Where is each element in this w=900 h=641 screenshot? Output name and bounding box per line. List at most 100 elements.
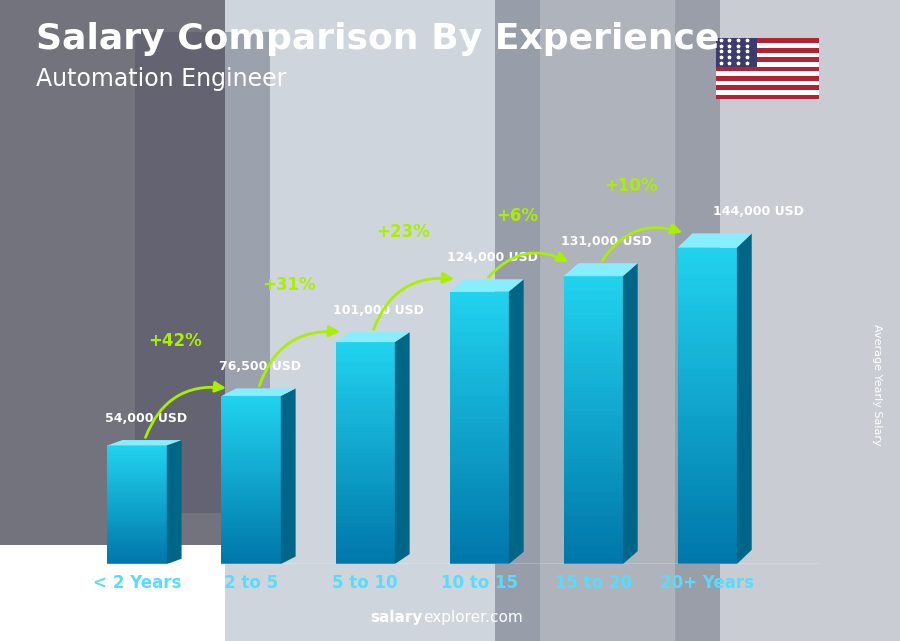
Bar <box>678 490 737 495</box>
Bar <box>450 337 508 342</box>
Bar <box>678 247 737 253</box>
Bar <box>678 279 737 285</box>
Bar <box>336 342 395 345</box>
Bar <box>107 509 166 511</box>
Bar <box>107 507 166 509</box>
Bar <box>0 0 225 545</box>
Bar <box>107 522 166 524</box>
Bar <box>107 513 166 515</box>
Bar <box>678 485 737 490</box>
Bar <box>678 453 737 458</box>
Bar <box>107 481 166 483</box>
Bar <box>563 425 623 429</box>
Bar <box>563 545 623 550</box>
Bar <box>563 310 623 315</box>
Bar <box>450 296 508 301</box>
Bar <box>678 311 737 316</box>
Text: 101,000 USD: 101,000 USD <box>333 304 424 317</box>
Bar <box>563 554 623 560</box>
Bar <box>336 349 395 353</box>
Bar <box>563 535 623 540</box>
Bar <box>336 490 395 494</box>
Bar <box>450 537 508 542</box>
Bar <box>107 528 166 531</box>
Polygon shape <box>678 233 752 247</box>
Bar <box>336 390 395 394</box>
Bar <box>450 323 508 328</box>
Bar <box>450 346 508 351</box>
Bar <box>336 457 395 460</box>
Bar <box>563 540 623 545</box>
Bar <box>336 538 395 542</box>
Bar <box>107 558 166 560</box>
Bar <box>678 321 737 327</box>
Bar <box>336 549 395 553</box>
Bar <box>221 562 281 564</box>
Text: explorer.com: explorer.com <box>423 610 523 625</box>
Bar <box>107 483 166 485</box>
Bar <box>221 513 281 517</box>
Bar <box>450 442 508 446</box>
Bar <box>450 369 508 373</box>
Bar <box>563 286 623 290</box>
Bar <box>221 399 281 401</box>
Bar <box>563 531 623 535</box>
Bar <box>221 438 281 441</box>
Bar <box>107 455 166 457</box>
Bar <box>221 415 281 419</box>
Bar <box>678 406 737 411</box>
Bar <box>107 517 166 519</box>
Bar <box>221 396 281 399</box>
Bar <box>563 353 623 358</box>
Bar <box>678 258 737 263</box>
Text: 144,000 USD: 144,000 USD <box>713 205 804 218</box>
Bar <box>336 409 395 412</box>
Bar <box>563 478 623 483</box>
Bar <box>450 551 508 555</box>
Bar <box>678 559 737 564</box>
Bar <box>221 458 281 460</box>
Bar <box>678 358 737 363</box>
Bar <box>716 85 819 90</box>
Text: 131,000 USD: 131,000 USD <box>562 235 652 248</box>
Bar <box>225 0 540 641</box>
Text: salary: salary <box>371 610 423 625</box>
Bar <box>563 521 623 526</box>
Bar <box>336 397 395 401</box>
Bar <box>336 508 395 512</box>
Bar <box>678 263 737 269</box>
Text: Salary Comparison By Experience: Salary Comparison By Experience <box>36 22 719 56</box>
Bar <box>336 435 395 438</box>
Bar <box>221 444 281 446</box>
Bar <box>678 517 737 522</box>
Bar <box>678 395 737 401</box>
Bar <box>678 495 737 501</box>
Bar <box>450 401 508 405</box>
Text: 54,000 USD: 54,000 USD <box>105 412 187 425</box>
Bar <box>678 327 737 332</box>
Bar <box>450 333 508 337</box>
Bar <box>678 548 737 554</box>
Polygon shape <box>563 263 638 276</box>
Bar <box>221 542 281 544</box>
Bar <box>716 67 819 71</box>
Bar <box>450 423 508 428</box>
Bar <box>221 427 281 429</box>
Text: +10%: +10% <box>605 177 658 195</box>
Bar <box>563 367 623 372</box>
Bar <box>221 499 281 503</box>
Bar <box>221 469 281 472</box>
Bar <box>221 433 281 435</box>
Bar <box>563 492 623 497</box>
Bar <box>221 533 281 536</box>
Bar <box>678 332 737 337</box>
Bar <box>221 480 281 483</box>
Bar <box>221 460 281 463</box>
Bar <box>107 515 166 517</box>
Bar <box>221 547 281 550</box>
Bar <box>563 372 623 377</box>
Bar <box>107 544 166 546</box>
Bar <box>716 43 819 48</box>
Bar <box>450 519 508 523</box>
Bar <box>678 458 737 464</box>
